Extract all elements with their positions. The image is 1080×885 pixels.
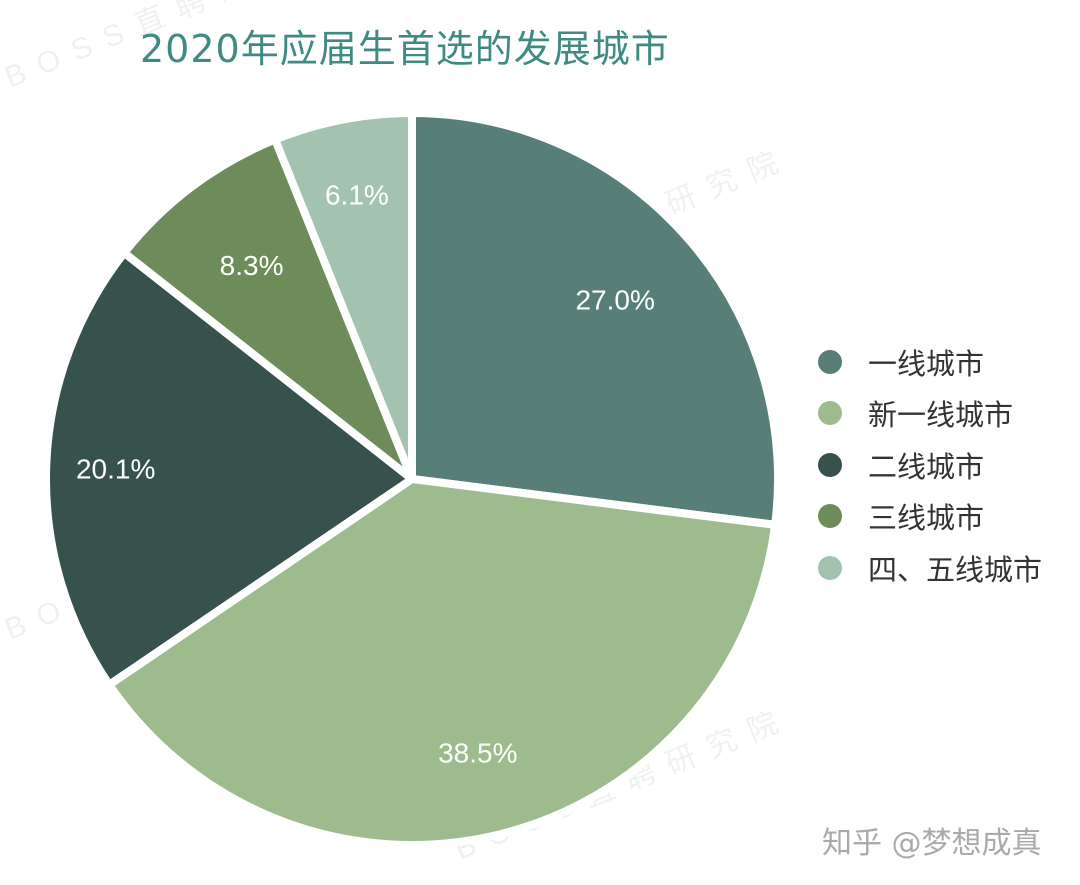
slice-value-label: 38.5% [438, 738, 517, 769]
legend-label: 新一线城市 [868, 398, 1014, 433]
pie-slice-1 [408, 109, 782, 529]
slice-value-label: 6.1% [325, 180, 389, 211]
pie-slice-2 [105, 475, 780, 849]
watermark-text: BOSS直聘研究院 [0, 0, 346, 94]
legend-swatch-icon [818, 349, 842, 374]
legend-item: 三线城市 [818, 491, 1042, 543]
legend-label: 二线城市 [868, 449, 985, 484]
chart-title: 2020年应届生首选的发展城市 [140, 27, 670, 71]
legend-swatch-icon [818, 555, 842, 580]
pie-slices [42, 109, 782, 849]
legend-label: 一线城市 [868, 346, 985, 381]
legend-label: 四、五线城市 [868, 552, 1043, 587]
legend-swatch-icon [818, 452, 842, 477]
legend: 一线城市新一线城市二线城市三线城市四、五线城市 [818, 336, 1042, 594]
pie-slice-5 [271, 109, 416, 483]
legend-swatch-icon [818, 504, 842, 529]
slice-value-label: 8.3% [220, 250, 284, 281]
legend-swatch-icon [818, 401, 842, 426]
legend-item: 新一线城市 [818, 388, 1042, 440]
pie-labels: 27.0% 38.5% 20.1% 8.3% 6.1% [76, 180, 655, 769]
slice-value-label: 20.1% [76, 453, 155, 484]
pie-slice-3 [42, 248, 416, 689]
legend-item: 一线城市 [818, 336, 1042, 388]
pie-slice-4 [120, 135, 416, 483]
credit-text: 知乎 @梦想成真 [822, 826, 1042, 861]
slice-value-label: 27.0% [575, 284, 654, 315]
legend-label: 三线城市 [868, 501, 985, 536]
legend-item: 二线城市 [818, 439, 1042, 491]
legend-item: 四、五线城市 [818, 542, 1042, 594]
